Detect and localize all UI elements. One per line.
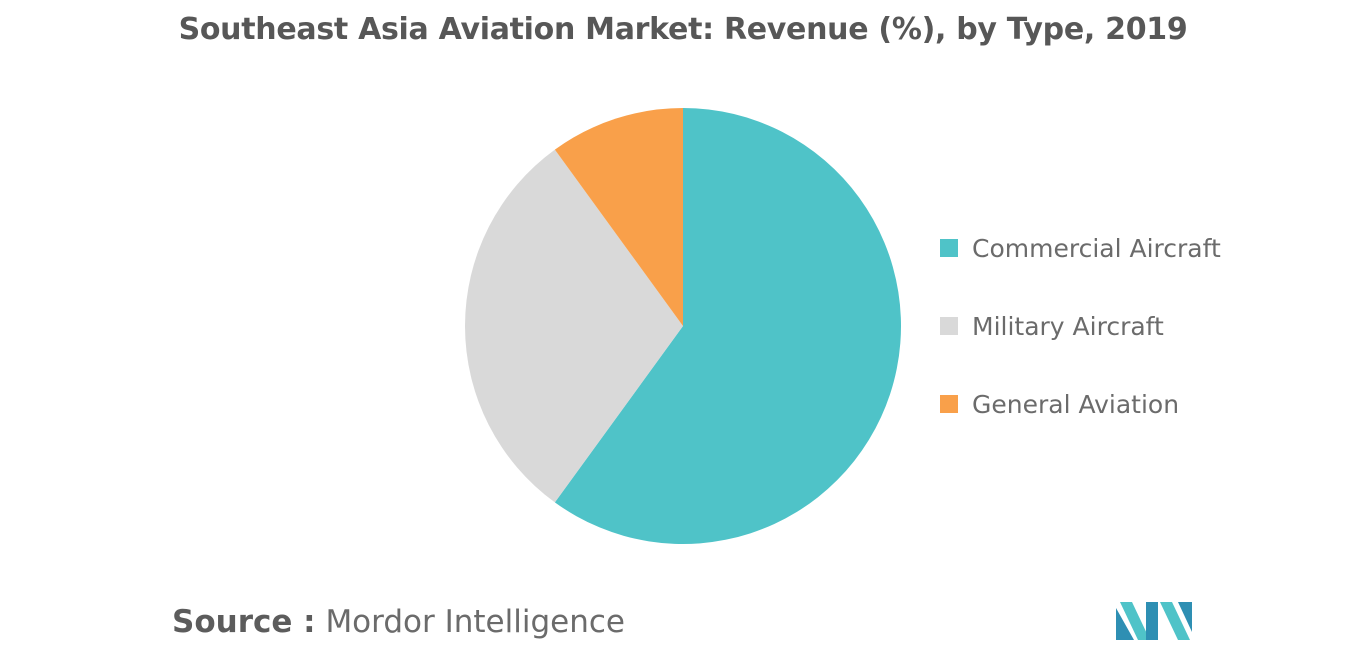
legend-label-military-aircraft: Military Aircraft [972, 311, 1164, 341]
pie-slice-military-aircraft [464, 149, 683, 503]
legend-swatch-military-aircraft [940, 317, 958, 335]
legend-swatch-general-aviation [940, 395, 958, 413]
chart-legend: Commercial Aircraft Military Aircraft Ge… [940, 226, 1221, 460]
legend-item-commercial-aircraft: Commercial Aircraft [940, 226, 1221, 270]
source-prefix: Source : [172, 604, 316, 640]
logo-shape-left [1116, 608, 1134, 640]
source-text: Mordor Intelligence [325, 604, 625, 640]
legend-item-military-aircraft: Military Aircraft [940, 304, 1221, 348]
pie-slice-general-aviation [554, 108, 683, 326]
logo-shape-right [1178, 602, 1192, 632]
logo-shape-mid-left [1120, 602, 1150, 640]
legend-label-general-aviation: General Aviation [972, 389, 1180, 419]
legend-swatch-commercial-aircraft [940, 239, 958, 257]
mordor-intelligence-logo [1116, 602, 1192, 640]
legend-label-commercial-aircraft: Commercial Aircraft [972, 233, 1221, 263]
pie-slice-commercial-aircraft [554, 108, 902, 545]
chart-title: Southeast Asia Aviation Market: Revenue … [178, 12, 1188, 47]
legend-item-general-aviation: General Aviation [940, 382, 1221, 426]
logo-shape-diag [1160, 602, 1190, 640]
logo-shape-mid-right [1146, 602, 1158, 640]
source-note: Source : Mordor Intelligence [172, 604, 625, 640]
